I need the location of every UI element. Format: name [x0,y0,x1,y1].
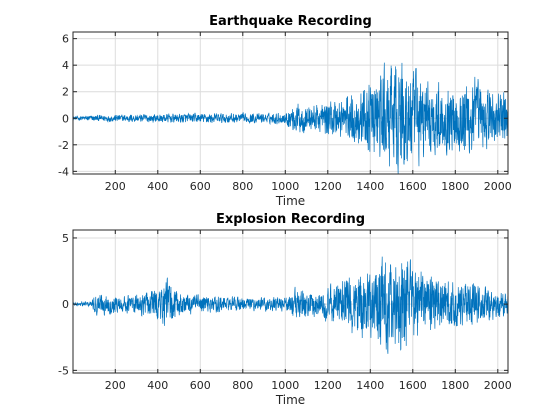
explosion-title: Explosion Recording [216,212,365,227]
earthquake-title: Earthquake Recording [209,14,372,29]
earthquake-trace-group [72,62,509,175]
explosion-xtick-label: 400 [147,379,168,392]
explosion-xtick-label: 1600 [399,379,427,392]
earthquake-xlabel: Time [275,194,305,208]
explosion-xlabel: Time [275,393,305,407]
earthquake-xtick-label: 200 [105,180,126,193]
earthquake-trace-line [72,62,509,175]
earthquake-axes-box [72,31,509,175]
explosion-xtick-label: 1800 [441,379,469,392]
explosion-xtick-label: 600 [190,379,211,392]
explosion-xtick-label: 200 [105,379,126,392]
explosion-xtick-label: 800 [232,379,253,392]
earthquake-xtick-label: 800 [232,180,253,193]
earthquake-ytick-label: 4 [62,59,69,72]
earthquake-xtick-label: 600 [190,180,211,193]
earthquake-grid [73,32,508,174]
earthquake-ytick-label: -2 [58,139,69,152]
explosion-xtick-label: 1400 [356,379,384,392]
earthquake-xtick-label: 1800 [441,180,469,193]
explosion-xtick-label: 2000 [484,379,512,392]
earthquake-xtick-label: 400 [147,180,168,193]
explosion-ytick-label: 0 [62,298,69,311]
explosion-ytick-label: 5 [62,232,69,245]
earthquake-ytick-label: 2 [62,86,69,99]
explosion-axes-box [72,229,509,374]
explosion-axes: 200 400 600 800 1000 1200 1400 1600 1800 2000 -5 0 5… [58,212,512,407]
explosion-xtick-label: 1000 [271,379,299,392]
explosion-xtick-label: 1200 [314,379,342,392]
earthquake-xtick-label: 1000 [271,180,299,193]
explosion-trace-line [72,256,509,354]
earthquake-ytick-label: 6 [62,33,69,46]
earthquake-ytick-label: 0 [62,112,69,125]
earthquake-ticks: 200 400 600 800 1000 1200 1400 1600 1800 2000 -4 -2… [58,32,512,193]
earthquake-xtick-label: 2000 [484,180,512,193]
earthquake-xtick-label: 1400 [356,180,384,193]
earthquake-axes: 200 400 600 800 1000 1200 1400 1600 1800 2000 -4 -2… [58,14,512,208]
earthquake-xtick-label: 1200 [314,180,342,193]
explosion-ytick-label: -5 [58,364,69,377]
earthquake-xtick-label: 1600 [399,180,427,193]
explosion-ticks: 200 400 600 800 1000 1200 1400 1600 1800 2000 -5 0 5 [58,230,512,392]
explosion-trace-group [72,256,509,354]
earthquake-ytick-label: -4 [58,165,69,178]
